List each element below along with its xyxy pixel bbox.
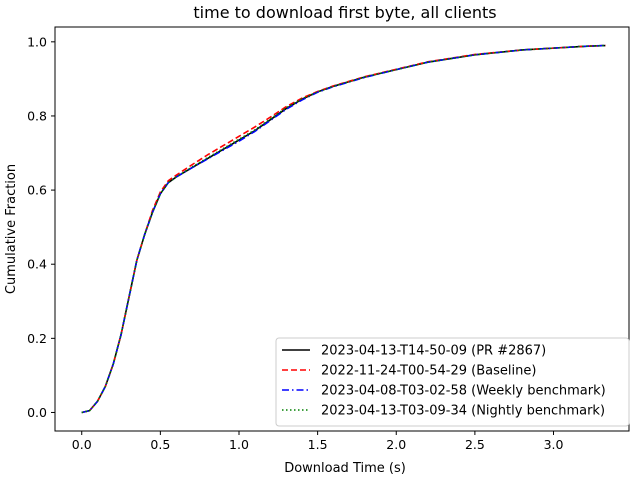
x-tick-label: 2.5 xyxy=(465,437,485,452)
legend: 2023-04-13-T14-50-09 (PR #2867) 2022-11-2… xyxy=(275,337,630,427)
plot-area xyxy=(54,26,630,432)
chart-title: time to download first byte, all clients xyxy=(193,3,496,22)
y-tick-label: 0.4 xyxy=(27,257,47,272)
x-tick-label: 0.0 xyxy=(72,437,92,452)
x-tick-label: 0.5 xyxy=(150,437,170,452)
x-tick-label: 1.0 xyxy=(229,437,249,452)
series-line-4 xyxy=(81,44,606,414)
legend-label-3: 2023-04-08-T03-02-58 (Weekly benchmark) xyxy=(321,384,606,399)
y-tick-label: 0.0 xyxy=(27,405,47,420)
legend-label-4: 2023-04-13-T03-09-34 (Nightly benchmark) xyxy=(321,404,605,419)
y-tick-label: 0.2 xyxy=(27,331,47,346)
y-tick-label: 0.8 xyxy=(27,108,47,123)
x-tick-label: 3.0 xyxy=(544,437,564,452)
y-axis: 0.0 0.2 0.4 0.6 0.8 1.0 xyxy=(27,34,55,420)
x-axis: 0.0 0.5 1.0 1.5 2.0 2.5 3.0 xyxy=(72,431,564,452)
x-tick-label: 1.5 xyxy=(308,437,328,452)
x-tick-label: 2.0 xyxy=(386,437,406,452)
legend-label-1: 2023-04-13-T14-50-09 (PR #2867) xyxy=(321,344,546,359)
legend-box xyxy=(275,337,630,427)
legend-label-2: 2022-11-24-T00-54-29 (Baseline) xyxy=(321,364,536,379)
series-layer xyxy=(81,44,606,414)
y-axis-label: Cumulative Fraction xyxy=(4,164,19,294)
y-tick-label: 0.6 xyxy=(27,183,47,198)
y-tick-label: 1.0 xyxy=(27,34,47,49)
x-axis-label: Download Time (s) xyxy=(284,461,406,476)
